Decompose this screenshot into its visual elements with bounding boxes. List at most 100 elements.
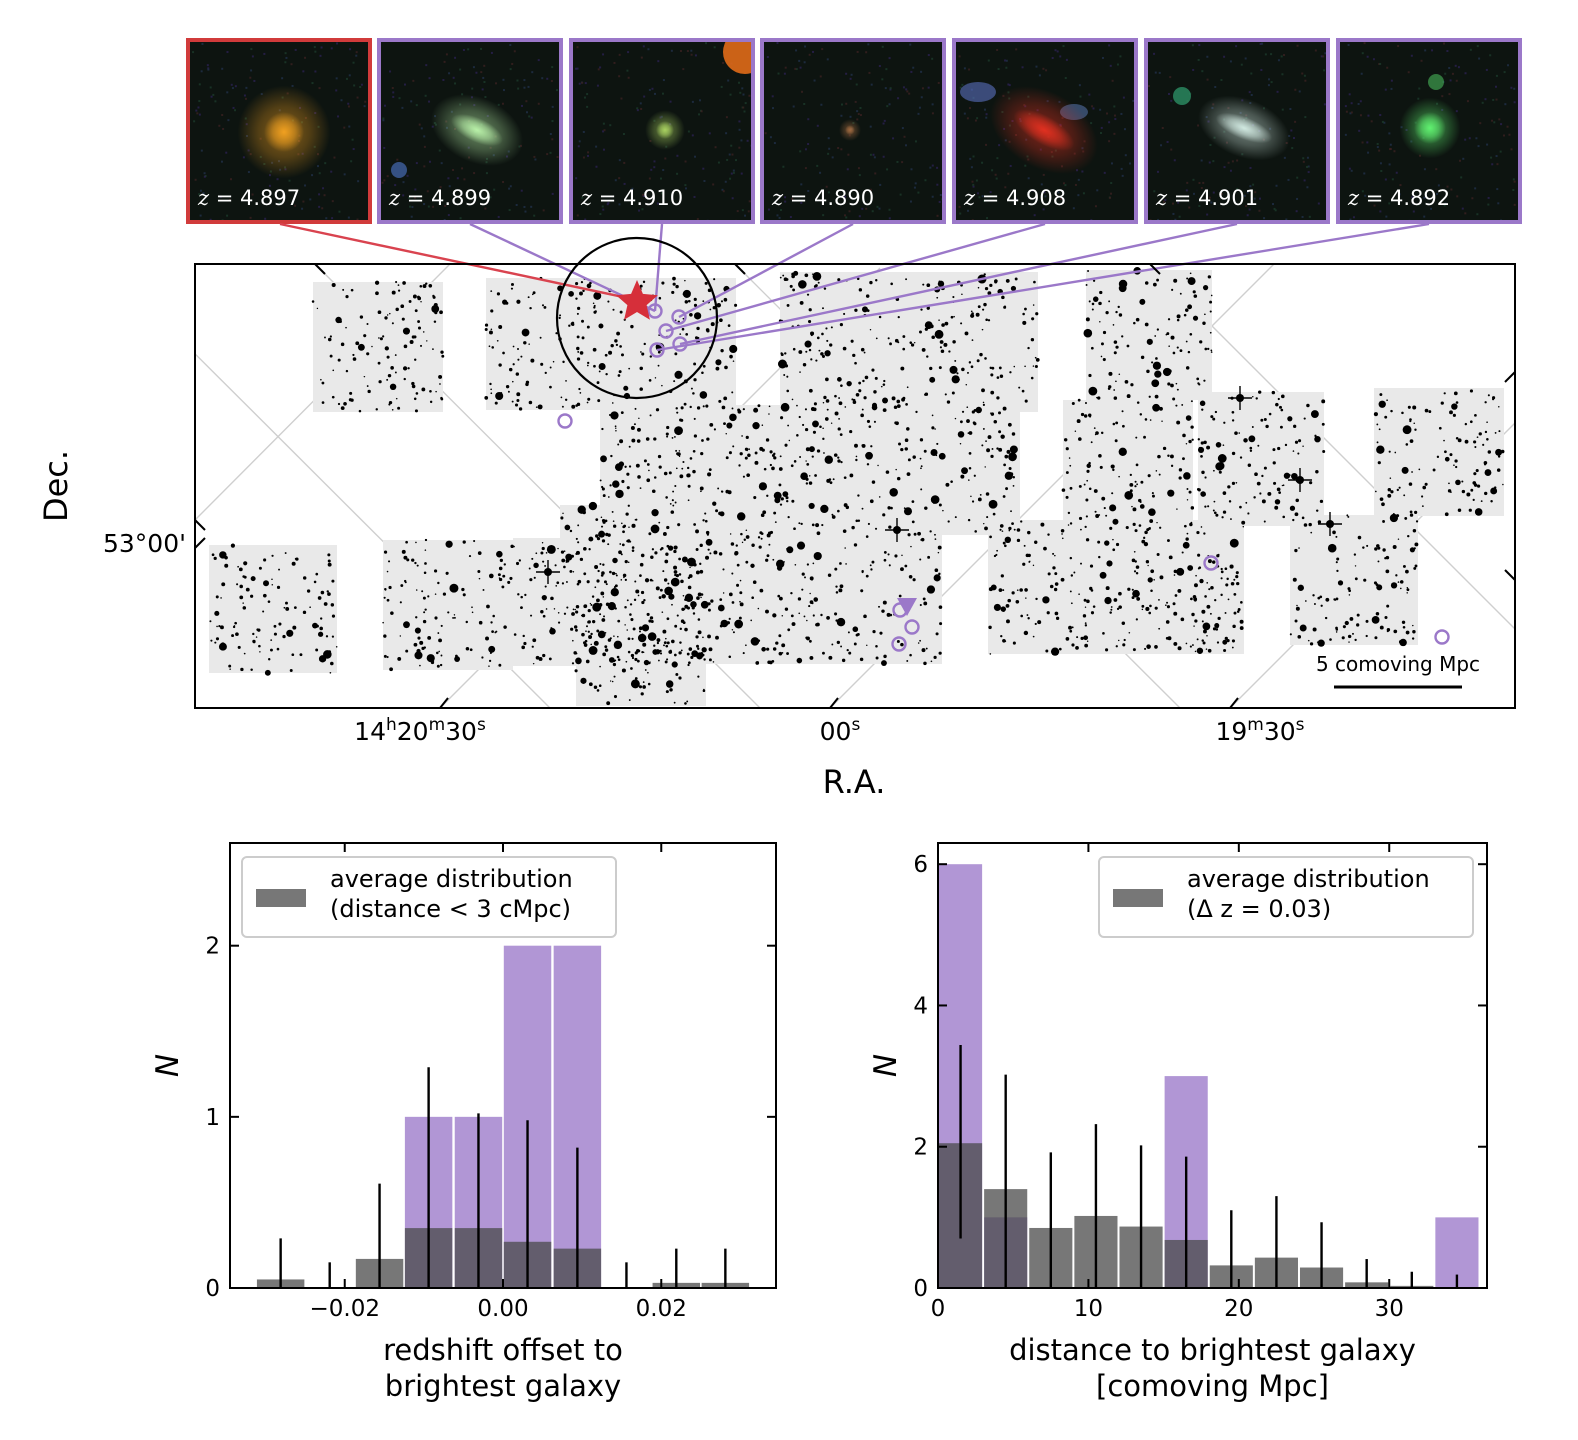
mosaic-source xyxy=(1092,296,1099,302)
mosaic-source xyxy=(224,563,229,568)
mosaic-source xyxy=(422,331,425,333)
mosaic-tile xyxy=(576,640,706,706)
mosaic-source xyxy=(822,427,824,430)
mosaic-source xyxy=(657,454,662,459)
mosaic-source xyxy=(889,613,893,617)
mosaic-source xyxy=(1002,541,1006,545)
mosaic-source xyxy=(1307,639,1310,642)
mosaic-source xyxy=(699,562,702,565)
mosaic-source xyxy=(1165,370,1169,374)
mosaic-source xyxy=(954,359,957,362)
mosaic-source xyxy=(634,651,638,655)
mosaic-source xyxy=(221,582,226,587)
mosaic-source xyxy=(432,295,436,299)
mosaic-source xyxy=(661,594,666,599)
mosaic-source xyxy=(1363,578,1367,582)
mosaic-source xyxy=(737,409,742,414)
mosaic-source xyxy=(1110,608,1113,611)
mosaic-source xyxy=(1089,564,1094,568)
mosaic-source xyxy=(919,603,922,607)
mosaic-source xyxy=(1087,270,1090,272)
mosaic-source xyxy=(325,635,329,638)
mosaic-source xyxy=(542,614,546,618)
mosaic-source xyxy=(960,322,963,325)
member-galaxy-markers xyxy=(557,303,1450,652)
legend-box xyxy=(241,856,617,938)
mosaic-source xyxy=(337,358,341,362)
mosaic-source xyxy=(1377,461,1381,465)
mosaic-source xyxy=(379,337,383,341)
mosaic-source xyxy=(1159,575,1164,580)
mosaic-source xyxy=(1065,495,1069,499)
mosaic-source xyxy=(806,462,810,466)
mosaic-source xyxy=(1069,590,1072,593)
mosaic-source xyxy=(424,608,427,611)
mosaic-source xyxy=(575,537,578,540)
mosaic-source xyxy=(722,568,725,571)
mosaic-source xyxy=(1261,474,1264,478)
mosaic-source xyxy=(619,310,623,314)
mosaic-source xyxy=(731,407,734,410)
mosaic-source xyxy=(1231,410,1235,414)
mosaic-source xyxy=(400,304,405,309)
mosaic-source xyxy=(589,602,592,605)
mosaic-source xyxy=(702,636,704,639)
mosaic-source xyxy=(1139,413,1143,416)
mosaic-source xyxy=(913,532,917,536)
mosaic-source xyxy=(649,578,653,582)
mosaic-source xyxy=(1389,513,1399,523)
mosaic-source xyxy=(1203,629,1207,634)
mosaic-source xyxy=(544,585,547,588)
mosaic-source xyxy=(583,641,585,644)
mosaic-source xyxy=(984,357,987,360)
mosaic-source xyxy=(686,473,691,478)
mosaic-source xyxy=(1402,425,1412,435)
mosaic-source xyxy=(839,433,843,437)
mosaic-source xyxy=(1217,616,1221,621)
mosaic-source xyxy=(942,509,944,512)
mosaic-source xyxy=(569,529,573,533)
mosaic-source xyxy=(808,388,813,393)
mosaic-source xyxy=(486,604,490,609)
mosaic-source xyxy=(1412,624,1414,627)
mosaic-source xyxy=(1409,420,1412,423)
mosaic-source xyxy=(640,553,645,558)
mosaic-source xyxy=(1278,491,1281,494)
mosaic-source xyxy=(920,308,923,311)
mosaic-source xyxy=(1215,462,1224,471)
mosaic-source xyxy=(1105,586,1110,591)
mosaic-source xyxy=(860,347,865,352)
mosaic-source xyxy=(889,488,898,497)
mosaic-source xyxy=(848,651,852,655)
mosaic-source xyxy=(1117,305,1120,309)
mosaic-source xyxy=(882,397,888,404)
mosaic-source xyxy=(723,297,728,302)
mosaic-source xyxy=(640,692,644,696)
mosaic-source xyxy=(674,436,676,438)
mosaic-source xyxy=(1390,490,1394,494)
mosaic-source xyxy=(977,305,981,309)
mosaic-source xyxy=(1453,464,1455,466)
mosaic-source xyxy=(329,354,333,358)
mosaic-source xyxy=(840,384,843,387)
mosaic-source xyxy=(901,554,903,557)
mosaic-source xyxy=(1020,614,1023,618)
mosaic-source xyxy=(423,571,427,575)
mosaic-source xyxy=(611,402,614,404)
mosaic-source xyxy=(744,447,749,451)
mosaic-source xyxy=(1249,446,1253,450)
mosaic-source xyxy=(651,548,655,551)
mosaic-source xyxy=(469,648,473,652)
mosaic-source xyxy=(549,385,552,389)
mosaic-source xyxy=(605,372,608,376)
mosaic-source xyxy=(837,278,841,282)
mosaic-source xyxy=(809,592,811,595)
mosaic-source xyxy=(790,614,794,618)
mosaic-source xyxy=(820,613,823,617)
mosaic-source xyxy=(245,587,250,592)
mosaic-source xyxy=(863,614,867,619)
mosaic-source xyxy=(821,523,824,527)
mosaic-source xyxy=(998,411,1001,415)
mosaic-source xyxy=(276,647,280,651)
mosaic-source xyxy=(1388,450,1391,453)
